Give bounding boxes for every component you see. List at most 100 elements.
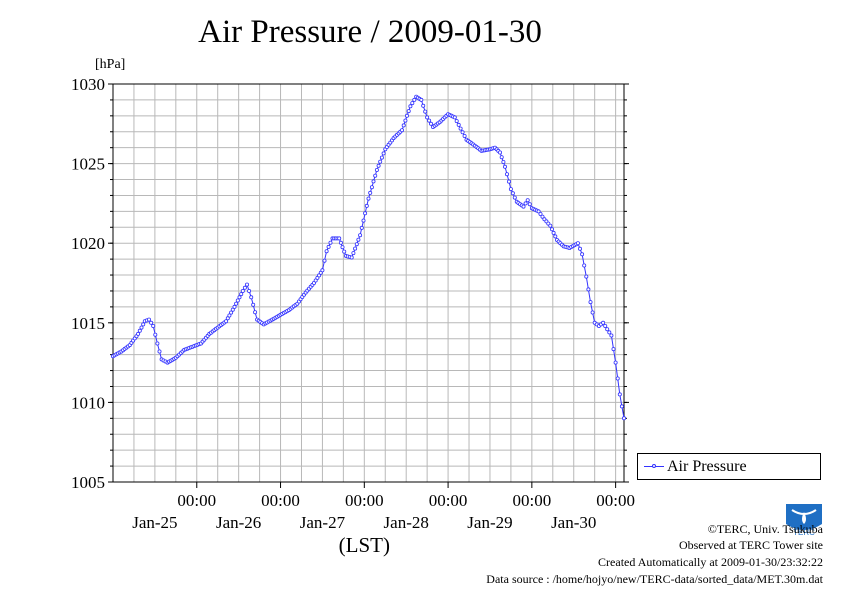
footer-created: Created Automatically at 2009-01-30/23:3… bbox=[598, 555, 823, 569]
svg-text:TERC: TERC bbox=[793, 528, 815, 537]
x-tick-time: 00:00 bbox=[429, 491, 468, 510]
chart-title: Air Pressure / 2009-01-30 bbox=[198, 14, 542, 50]
data-point bbox=[230, 307, 235, 312]
data-point bbox=[373, 173, 378, 178]
data-point bbox=[224, 319, 229, 324]
data-point bbox=[527, 202, 532, 207]
data-point bbox=[582, 263, 587, 268]
data-point bbox=[553, 234, 558, 239]
y-tick-label: 1005 bbox=[71, 473, 105, 492]
data-point bbox=[237, 295, 242, 300]
data-point bbox=[605, 327, 610, 332]
data-point bbox=[403, 118, 408, 123]
x-tick-date: Jan-27 bbox=[300, 513, 346, 532]
data-point bbox=[412, 97, 417, 102]
y-axis-label: [hPa] bbox=[95, 57, 125, 72]
footer-source: Data source : /home/hojyo/new/TERC-data/… bbox=[486, 572, 823, 586]
x-tick-time: 00:00 bbox=[345, 491, 384, 510]
data-point bbox=[232, 304, 237, 309]
data-point bbox=[157, 349, 162, 354]
data-point bbox=[239, 292, 244, 297]
data-point bbox=[601, 320, 606, 325]
x-tick-time: 00:00 bbox=[596, 491, 635, 510]
data-point bbox=[462, 133, 467, 138]
data-point bbox=[155, 341, 160, 346]
data-point bbox=[139, 325, 144, 330]
data-point bbox=[404, 113, 409, 118]
data-point bbox=[379, 155, 384, 160]
data-point bbox=[242, 285, 247, 290]
data-point bbox=[588, 300, 593, 305]
data-point bbox=[356, 237, 361, 242]
data-point bbox=[401, 123, 406, 128]
data-point bbox=[328, 240, 333, 245]
data-point bbox=[580, 252, 585, 257]
data-point bbox=[359, 225, 364, 230]
data-point bbox=[506, 179, 511, 184]
data-point bbox=[253, 310, 258, 315]
data-point bbox=[427, 118, 432, 123]
data-point bbox=[512, 195, 517, 200]
data-point bbox=[244, 282, 249, 287]
data-point bbox=[136, 331, 141, 336]
data-point bbox=[247, 288, 252, 293]
y-tick-label: 1025 bbox=[71, 155, 105, 174]
data-point bbox=[235, 298, 240, 303]
data-point bbox=[548, 223, 553, 228]
data-point bbox=[153, 332, 158, 337]
data-point bbox=[371, 179, 376, 184]
data-point bbox=[428, 121, 433, 126]
data-point bbox=[378, 159, 383, 164]
data-point bbox=[376, 163, 381, 168]
data-point bbox=[584, 274, 589, 279]
data-point bbox=[501, 159, 506, 164]
data-point bbox=[460, 130, 465, 135]
data-point bbox=[342, 249, 347, 254]
x-axis: 00:00Jan-2500:00Jan-2600:00Jan-2700:00Ja… bbox=[132, 482, 635, 532]
data-point bbox=[456, 122, 461, 127]
x-tick-time: 00:00 bbox=[177, 491, 216, 510]
x-tick-date: Jan-28 bbox=[384, 513, 429, 532]
data-point bbox=[540, 214, 545, 219]
data-point bbox=[320, 268, 325, 273]
data-point bbox=[249, 295, 254, 300]
data-point bbox=[361, 218, 366, 223]
data-point bbox=[326, 244, 331, 249]
data-point bbox=[550, 227, 555, 232]
data-point bbox=[525, 198, 530, 203]
data-point bbox=[229, 310, 234, 315]
data-point bbox=[613, 360, 618, 365]
data-point bbox=[374, 167, 379, 172]
data-point bbox=[586, 287, 591, 292]
data-point bbox=[578, 246, 583, 251]
legend: Air Pressure bbox=[637, 453, 821, 480]
data-point bbox=[504, 172, 509, 177]
data-point bbox=[619, 404, 624, 409]
data-point bbox=[406, 109, 411, 114]
data-point bbox=[364, 203, 369, 208]
data-point bbox=[349, 255, 354, 260]
legend-swatch bbox=[644, 460, 664, 474]
data-point bbox=[551, 230, 556, 235]
data-point bbox=[234, 301, 239, 306]
x-tick-date: Jan-29 bbox=[467, 513, 512, 532]
data-point bbox=[622, 416, 627, 421]
data-point bbox=[227, 313, 232, 318]
data-point bbox=[502, 164, 507, 169]
data-point bbox=[603, 323, 608, 328]
y-tick-label: 1020 bbox=[71, 234, 105, 253]
data-point bbox=[454, 119, 459, 124]
series-line bbox=[112, 95, 625, 419]
data-point bbox=[452, 115, 457, 120]
x-tick-date: Jan-25 bbox=[132, 513, 177, 532]
terc-logo-icon: TERC bbox=[784, 502, 824, 538]
data-point bbox=[425, 115, 430, 120]
data-point bbox=[368, 190, 373, 195]
x-tick-time: 00:00 bbox=[512, 491, 551, 510]
y-tick-label: 1030 bbox=[71, 75, 105, 94]
data-point bbox=[363, 211, 368, 216]
data-point bbox=[322, 258, 327, 263]
data-point bbox=[354, 242, 359, 247]
data-point bbox=[149, 320, 154, 325]
